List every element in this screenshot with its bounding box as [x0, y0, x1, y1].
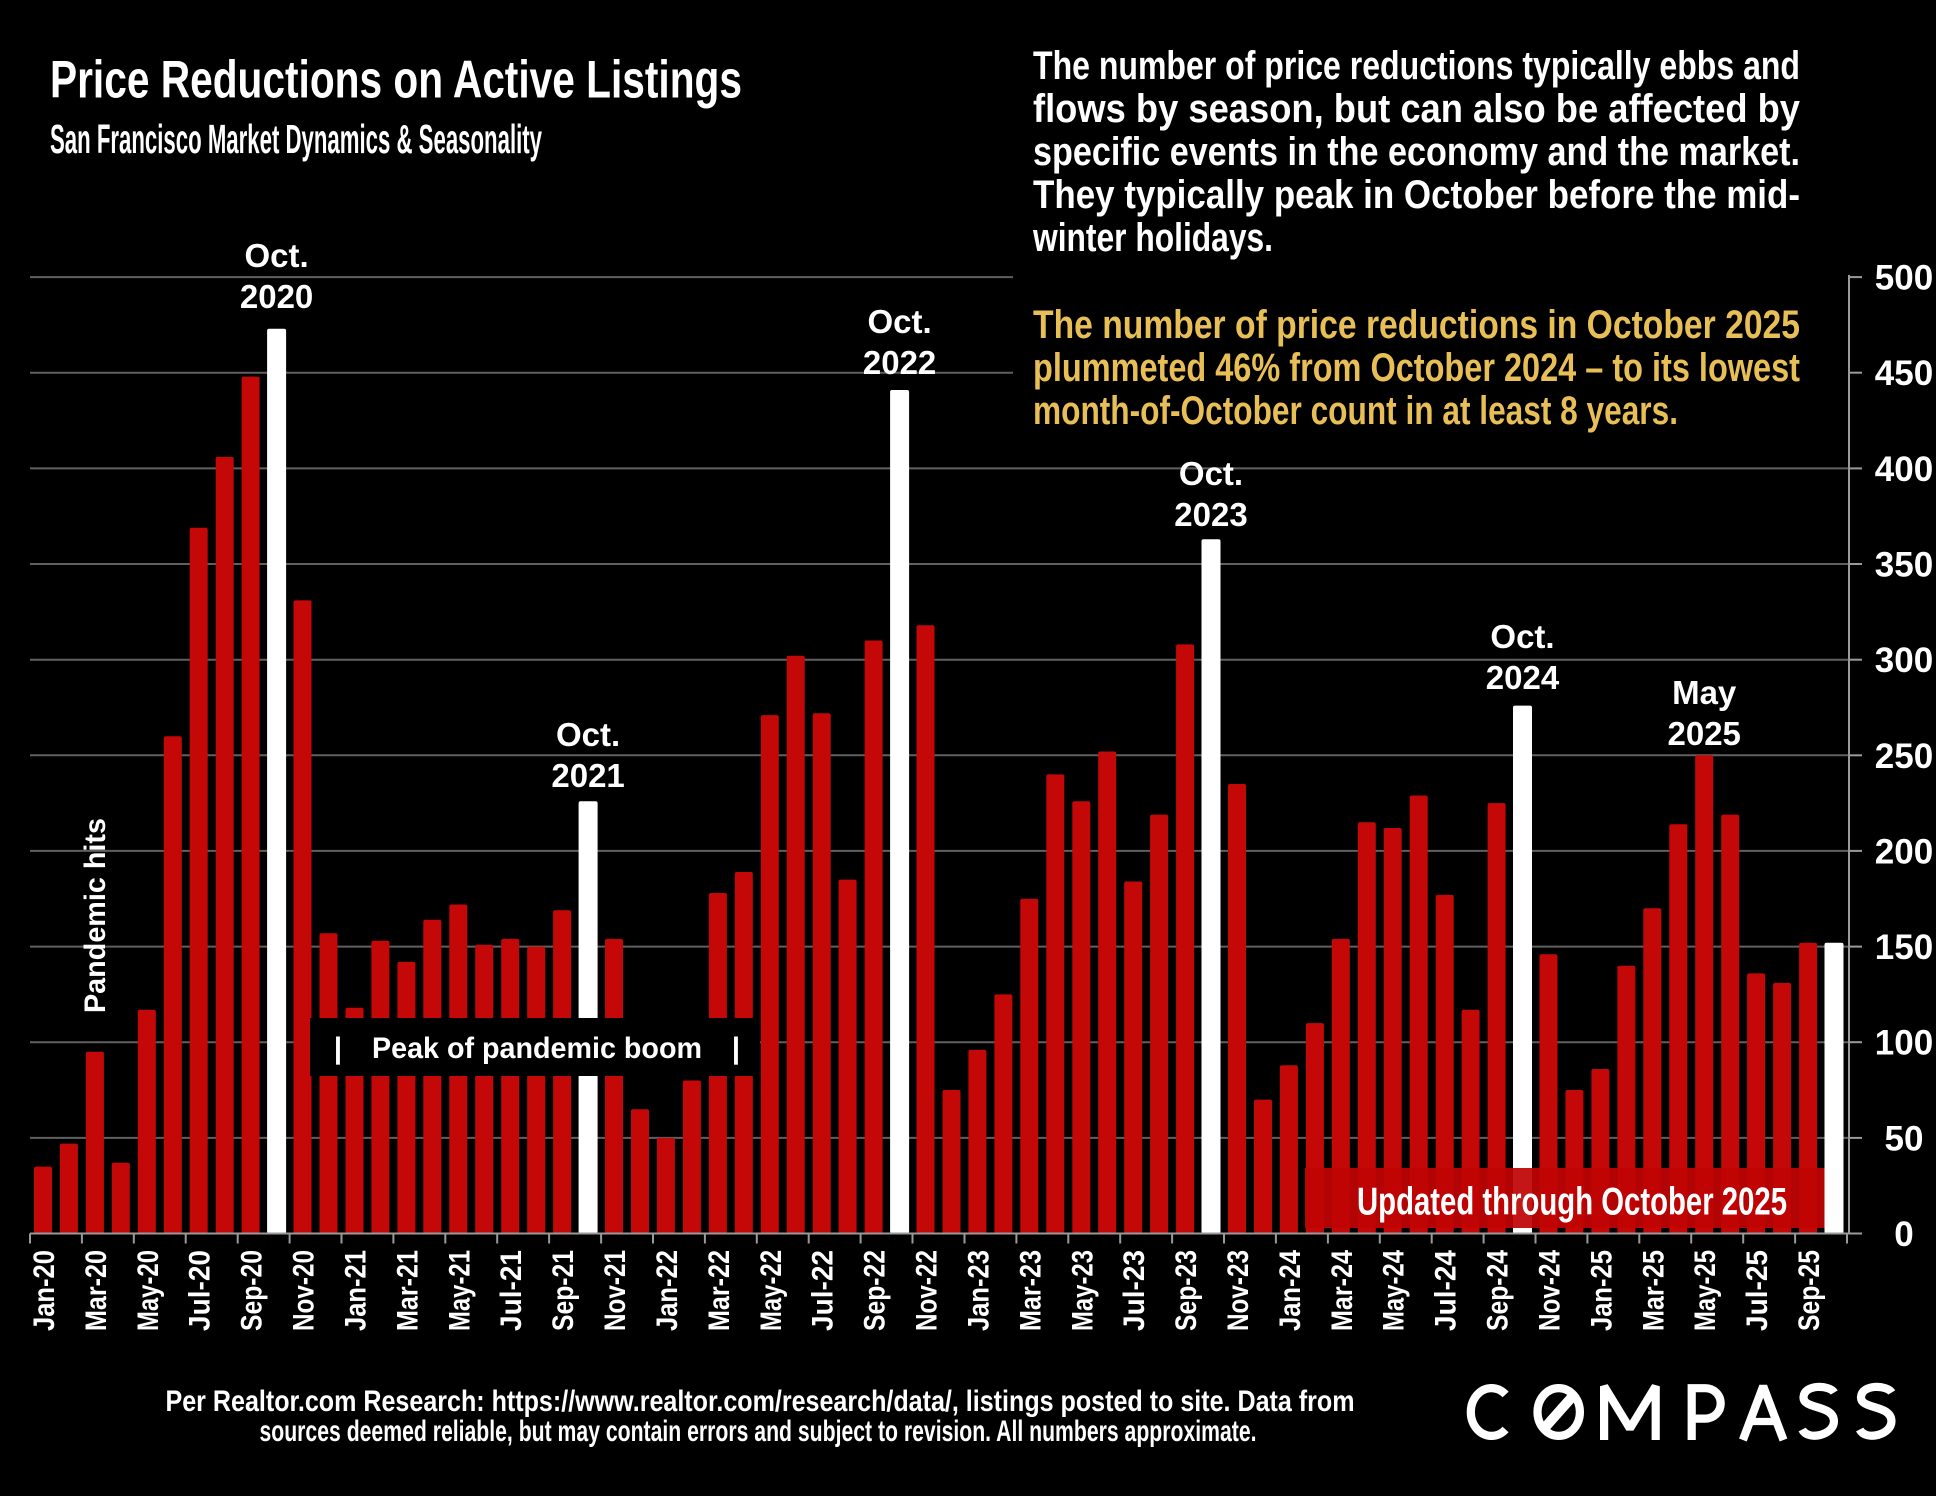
svg-text:Jul-24: Jul-24 — [1430, 1250, 1463, 1331]
svg-text:Jan-25: Jan-25 — [1585, 1250, 1618, 1331]
svg-text:450: 450 — [1875, 354, 1933, 393]
svg-text:Nov-20: Nov-20 — [288, 1250, 321, 1331]
svg-text:Sep-21: Sep-21 — [547, 1250, 580, 1331]
svg-text:winter holidays.: winter holidays. — [1032, 216, 1273, 260]
svg-text:|: | — [334, 1032, 342, 1065]
svg-text:Sep-20: Sep-20 — [236, 1250, 269, 1331]
svg-text:Nov-23: Nov-23 — [1222, 1250, 1255, 1331]
svg-text:Jan-24: Jan-24 — [1274, 1250, 1307, 1331]
svg-text:plummeted 46% from October 202: plummeted 46% from October 2024 – to its… — [1033, 346, 1800, 390]
svg-text:Price Reductions on Active Lis: Price Reductions on Active Listings — [50, 51, 742, 110]
svg-text:Mar-24: Mar-24 — [1326, 1250, 1359, 1331]
svg-text:May-20: May-20 — [132, 1250, 165, 1331]
svg-text:2023: 2023 — [1174, 496, 1247, 533]
svg-text:Updated through October 2025: Updated through October 2025 — [1357, 1181, 1787, 1224]
svg-text:Jan-22: Jan-22 — [651, 1250, 684, 1331]
svg-text:Oct.: Oct. — [1490, 618, 1554, 655]
svg-text:Pandemic hits: Pandemic hits — [79, 818, 112, 1013]
svg-text:May-25: May-25 — [1689, 1250, 1722, 1331]
svg-text:Jan-20: Jan-20 — [28, 1250, 61, 1331]
svg-text:500: 500 — [1875, 259, 1933, 298]
svg-text:Oct.: Oct. — [556, 716, 620, 753]
svg-text:400: 400 — [1875, 450, 1933, 489]
svg-text:50: 50 — [1885, 1119, 1924, 1158]
svg-text:May-23: May-23 — [1066, 1250, 1099, 1331]
svg-text:flows by season, but can also: flows by season, but can also be affecte… — [1033, 87, 1801, 131]
svg-text:May: May — [1672, 674, 1737, 711]
svg-text:2020: 2020 — [240, 278, 313, 315]
svg-text:Jan-23: Jan-23 — [962, 1250, 995, 1331]
svg-text:Peak of pandemic boom: Peak of pandemic boom — [372, 1032, 702, 1065]
svg-text:Mar-23: Mar-23 — [1014, 1250, 1047, 1331]
svg-text:100: 100 — [1875, 1024, 1933, 1063]
svg-text:sources deemed reliable, but m: sources deemed reliable, but may contain… — [260, 1415, 1257, 1448]
svg-text:May-21: May-21 — [443, 1250, 476, 1331]
svg-text:Jul-22: Jul-22 — [807, 1250, 840, 1331]
svg-text:2022: 2022 — [863, 344, 936, 381]
svg-text:Nov-21: Nov-21 — [599, 1250, 632, 1331]
svg-text:Jul-20: Jul-20 — [184, 1250, 217, 1331]
svg-text:San Francisco Market Dynamics: San Francisco Market Dynamics & Seasonal… — [50, 116, 542, 162]
svg-text:May-22: May-22 — [755, 1250, 788, 1331]
svg-text:The number of price reductions: The number of price reductions in Octobe… — [1033, 303, 1800, 347]
svg-text:Mar-22: Mar-22 — [703, 1250, 736, 1331]
svg-text:|: | — [732, 1032, 740, 1065]
svg-text:Sep-23: Sep-23 — [1170, 1250, 1203, 1331]
svg-text:Jan-21: Jan-21 — [340, 1250, 373, 1331]
svg-text:Nov-22: Nov-22 — [911, 1250, 944, 1331]
svg-text:Oct.: Oct. — [1179, 455, 1243, 492]
svg-text:Jul-25: Jul-25 — [1741, 1250, 1774, 1331]
svg-text:250: 250 — [1875, 737, 1933, 776]
svg-text:Jul-23: Jul-23 — [1118, 1250, 1151, 1331]
svg-text:Sep-22: Sep-22 — [859, 1250, 892, 1331]
svg-text:Jul-21: Jul-21 — [495, 1250, 528, 1331]
svg-text:The number of price reductions: The number of price reductions typically… — [1033, 44, 1800, 88]
svg-text:0: 0 — [1894, 1215, 1913, 1254]
svg-text:2024: 2024 — [1486, 659, 1560, 696]
svg-text:Mar-21: Mar-21 — [391, 1250, 424, 1331]
svg-text:Mar-20: Mar-20 — [80, 1250, 113, 1331]
svg-text:Per Realtor.com Research: htt: Per Realtor.com Research: https://www.re… — [166, 1385, 1355, 1418]
svg-text:Sep-24: Sep-24 — [1482, 1250, 1515, 1331]
svg-text:Oct.: Oct. — [868, 303, 932, 340]
svg-text:150: 150 — [1875, 928, 1933, 967]
svg-text:Mar-25: Mar-25 — [1637, 1250, 1670, 1331]
svg-text:Oct.: Oct. — [245, 237, 309, 274]
svg-text:350: 350 — [1875, 546, 1933, 585]
svg-text:month-of-October count in at l: month-of-October count in at least 8 yea… — [1033, 389, 1678, 433]
svg-text:specific events in the economy: specific events in the economy and the m… — [1033, 130, 1800, 174]
svg-text:They typically peak in October: They typically peak in October before th… — [1033, 173, 1800, 217]
svg-text:May-24: May-24 — [1378, 1250, 1411, 1331]
svg-text:200: 200 — [1875, 832, 1933, 871]
svg-text:300: 300 — [1875, 641, 1933, 680]
svg-text:Sep-25: Sep-25 — [1793, 1250, 1826, 1331]
svg-text:Nov-24: Nov-24 — [1534, 1250, 1567, 1331]
svg-text:2025: 2025 — [1667, 715, 1740, 752]
svg-text:2021: 2021 — [551, 757, 624, 794]
